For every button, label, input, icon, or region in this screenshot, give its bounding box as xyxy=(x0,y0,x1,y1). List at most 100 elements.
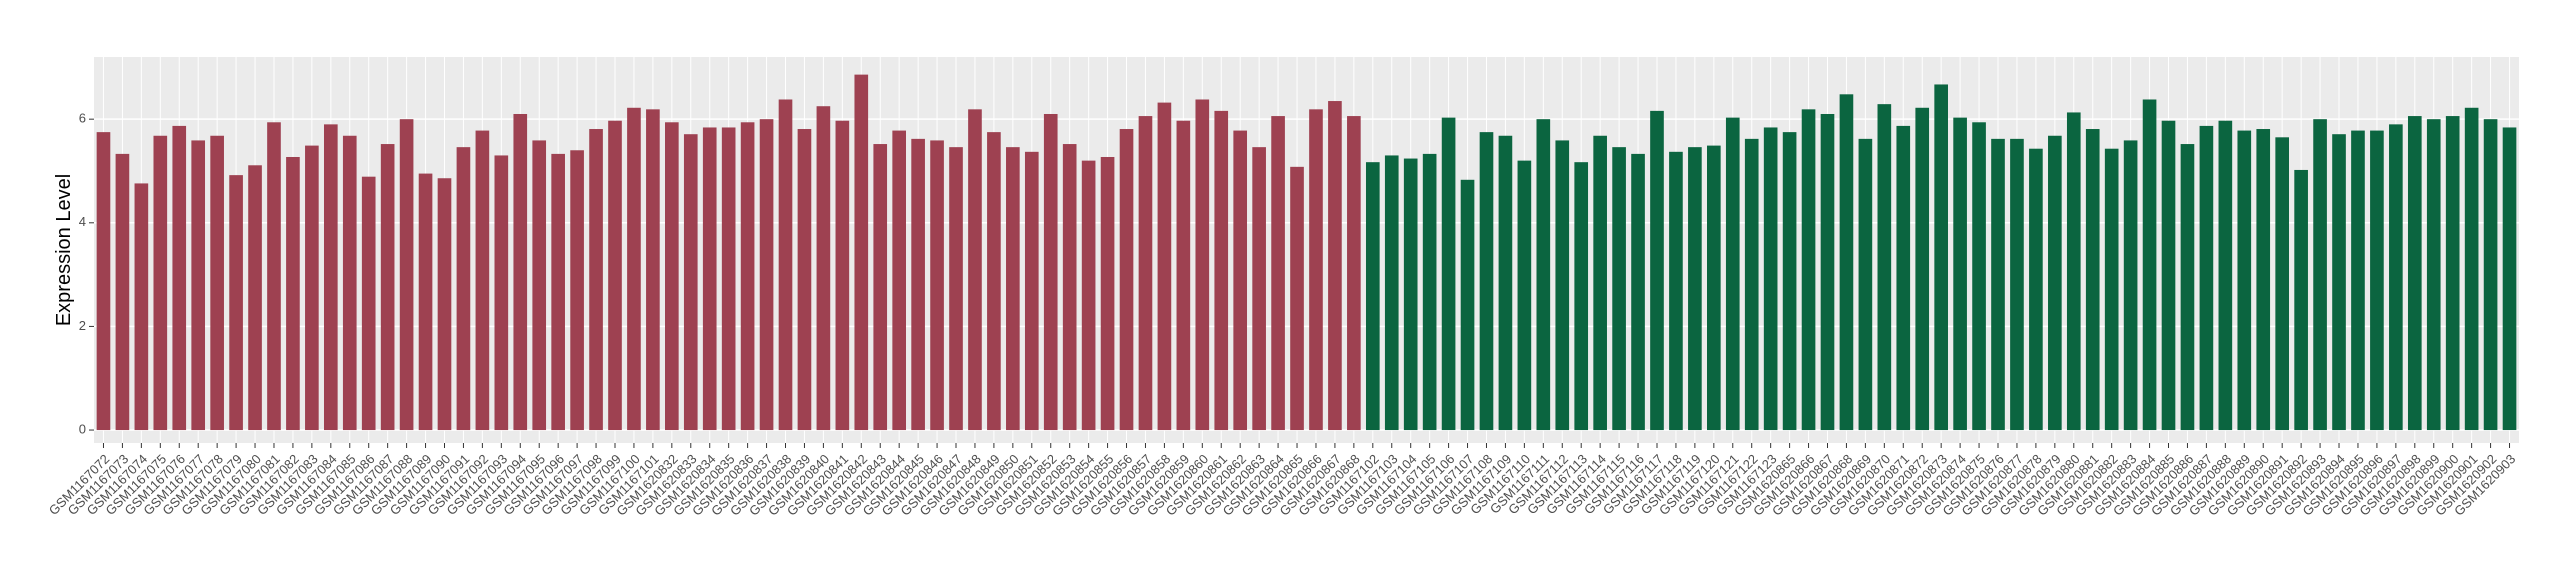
bar xyxy=(1081,160,1096,431)
bar xyxy=(1024,151,1039,431)
bar xyxy=(361,176,376,431)
bar xyxy=(721,127,736,431)
bar xyxy=(210,135,224,431)
bar xyxy=(1233,130,1248,431)
bar xyxy=(1991,138,2005,431)
bar xyxy=(1763,127,1778,431)
bar xyxy=(854,74,869,431)
bar xyxy=(1290,166,1304,431)
bar xyxy=(1972,122,1986,431)
bar xyxy=(286,156,300,431)
bar xyxy=(305,145,319,431)
bar xyxy=(1479,132,1494,431)
bar xyxy=(1707,145,1721,431)
bar xyxy=(570,150,584,431)
bar xyxy=(1650,110,1664,431)
bar xyxy=(134,183,149,431)
bar xyxy=(1593,135,1607,431)
bar xyxy=(778,99,793,431)
bar xyxy=(1536,119,1551,431)
bar xyxy=(2085,129,2100,431)
bar xyxy=(1953,117,1967,431)
bar xyxy=(1309,109,1323,431)
bar xyxy=(968,109,982,431)
bar xyxy=(1441,117,1456,431)
bar xyxy=(2502,127,2517,431)
bar xyxy=(646,109,660,431)
bar xyxy=(2161,120,2176,431)
bar xyxy=(532,140,547,431)
bar xyxy=(1062,144,1077,431)
bar xyxy=(248,165,262,431)
bar xyxy=(2123,140,2138,431)
bar xyxy=(2464,107,2479,431)
bar xyxy=(2389,124,2403,431)
bar xyxy=(513,113,528,431)
bar xyxy=(2218,120,2233,431)
y-tick-label: 2 xyxy=(79,318,86,333)
bar xyxy=(1631,153,1645,431)
bar xyxy=(2142,99,2157,431)
bar xyxy=(1820,113,1835,431)
bar xyxy=(892,130,906,431)
bar xyxy=(2180,144,2195,431)
bar xyxy=(1138,116,1153,431)
bar xyxy=(1006,147,1020,431)
bar xyxy=(1328,101,1342,431)
bar xyxy=(987,132,1001,431)
bar xyxy=(1612,147,1626,431)
bar xyxy=(1271,116,1285,431)
bar xyxy=(1934,84,1948,431)
bar xyxy=(342,135,357,431)
bar xyxy=(2066,112,2081,431)
bar xyxy=(1517,160,1532,431)
bar xyxy=(1896,125,1911,431)
bar xyxy=(2351,130,2365,431)
bar xyxy=(267,122,281,431)
bar xyxy=(2237,130,2252,431)
bar xyxy=(172,125,187,431)
y-tick-label: 4 xyxy=(79,214,86,229)
bar xyxy=(323,124,338,431)
bar xyxy=(589,129,603,431)
bar xyxy=(2294,169,2308,431)
bar xyxy=(475,130,490,431)
bar xyxy=(608,120,622,431)
bar xyxy=(740,122,755,431)
bar xyxy=(1574,162,1589,431)
bar xyxy=(1669,151,1683,431)
bar xyxy=(835,120,850,431)
bar xyxy=(115,153,130,431)
bar xyxy=(153,135,168,431)
bar xyxy=(2104,148,2119,431)
y-tick-label: 6 xyxy=(79,111,86,126)
bar xyxy=(1347,116,1361,431)
bar xyxy=(2483,119,2498,431)
bar xyxy=(1498,135,1513,431)
bar xyxy=(797,129,812,431)
bar xyxy=(1915,107,1930,431)
bar xyxy=(2010,138,2024,431)
bar xyxy=(911,138,925,431)
bar xyxy=(1195,99,1210,431)
bar xyxy=(2199,125,2214,431)
bar xyxy=(1460,179,1475,431)
bar xyxy=(191,140,206,431)
bar xyxy=(1801,109,1816,431)
bar xyxy=(1688,147,1702,431)
bar xyxy=(494,155,509,431)
bar xyxy=(930,140,944,431)
bar xyxy=(627,107,641,431)
bar xyxy=(399,119,414,431)
bar xyxy=(1858,138,1873,431)
bar xyxy=(437,178,452,431)
bar xyxy=(816,106,831,431)
bar xyxy=(1422,153,1437,431)
bar xyxy=(1839,94,1854,431)
bar xyxy=(2445,116,2460,431)
bar xyxy=(683,134,698,431)
bar xyxy=(2407,116,2422,431)
bar xyxy=(2332,134,2346,431)
bar xyxy=(1744,138,1759,431)
